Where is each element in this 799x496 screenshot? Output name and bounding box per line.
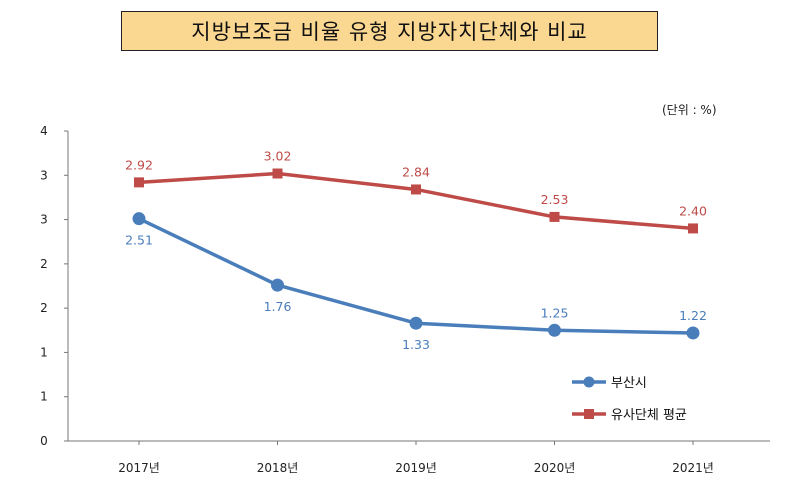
x-tick-label: 2021년 [672, 461, 714, 475]
data-label: 1.25 [541, 305, 569, 320]
y-tick-label: 0 [40, 434, 48, 448]
data-point [688, 223, 698, 234]
x-tick-label: 2017년 [118, 461, 160, 475]
legend-label: 부산시 [611, 376, 647, 391]
y-tick-label: 4 [40, 124, 48, 138]
legend-marker [583, 376, 595, 388]
y-tick-label: 2 [40, 257, 48, 271]
x-axis-ticks: 2017년 2018년 2019년 2020년 2021년 [118, 441, 714, 475]
unit-label: (단위 : %) [662, 103, 717, 117]
data-point [686, 326, 700, 340]
x-tick-label: 2019년 [395, 461, 437, 475]
y-tick-label: 1 [40, 390, 48, 404]
data-label: 2.84 [402, 164, 430, 179]
data-label: 2.40 [679, 203, 707, 218]
series-line [138, 217, 694, 335]
y-tick-label: 3 [40, 168, 48, 182]
y-tick-label: 2 [40, 301, 48, 315]
data-point [132, 212, 146, 226]
data-point [411, 184, 421, 195]
legend-label: 유사단체 평균 [611, 408, 687, 423]
legend-item: 유사단체 평균 [572, 408, 687, 423]
data-point [409, 316, 423, 330]
data-point [271, 278, 284, 292]
data-label: 1.33 [402, 337, 430, 352]
y-axis-ticks: 0 1 1 2 2 3 3 4 [40, 124, 68, 448]
data-label: 2.51 [125, 233, 153, 248]
y-tick-label: 1 [40, 345, 48, 359]
axes [67, 131, 770, 442]
x-tick-label: 2018년 [257, 461, 299, 475]
data-point [272, 168, 283, 179]
data-point [548, 323, 561, 337]
series-busan: 2.51 1.76 1.33 1.25 1.22 [125, 212, 707, 352]
y-tick-label: 3 [40, 213, 48, 227]
data-label: 2.53 [541, 192, 569, 207]
data-point [549, 211, 560, 222]
legend-marker [584, 409, 594, 419]
data-label: 2.92 [125, 157, 153, 172]
legend-item: 부산시 [572, 376, 647, 391]
series-group: 2.51 1.76 1.33 1.25 1.22 2.92 3.02 2.84 2.53 2.40 [125, 149, 707, 353]
chart-title: 지방보조금 비율 유형 지방자치단체와 비교 [121, 11, 658, 51]
data-point [134, 177, 144, 188]
series-line [138, 171, 694, 231]
series-similar-average: 2.92 3.02 2.84 2.53 2.40 [125, 149, 707, 234]
data-label: 1.22 [679, 308, 707, 323]
x-tick-label: 2020년 [534, 461, 576, 475]
data-label: 1.76 [264, 299, 292, 314]
data-label: 3.02 [264, 149, 292, 164]
